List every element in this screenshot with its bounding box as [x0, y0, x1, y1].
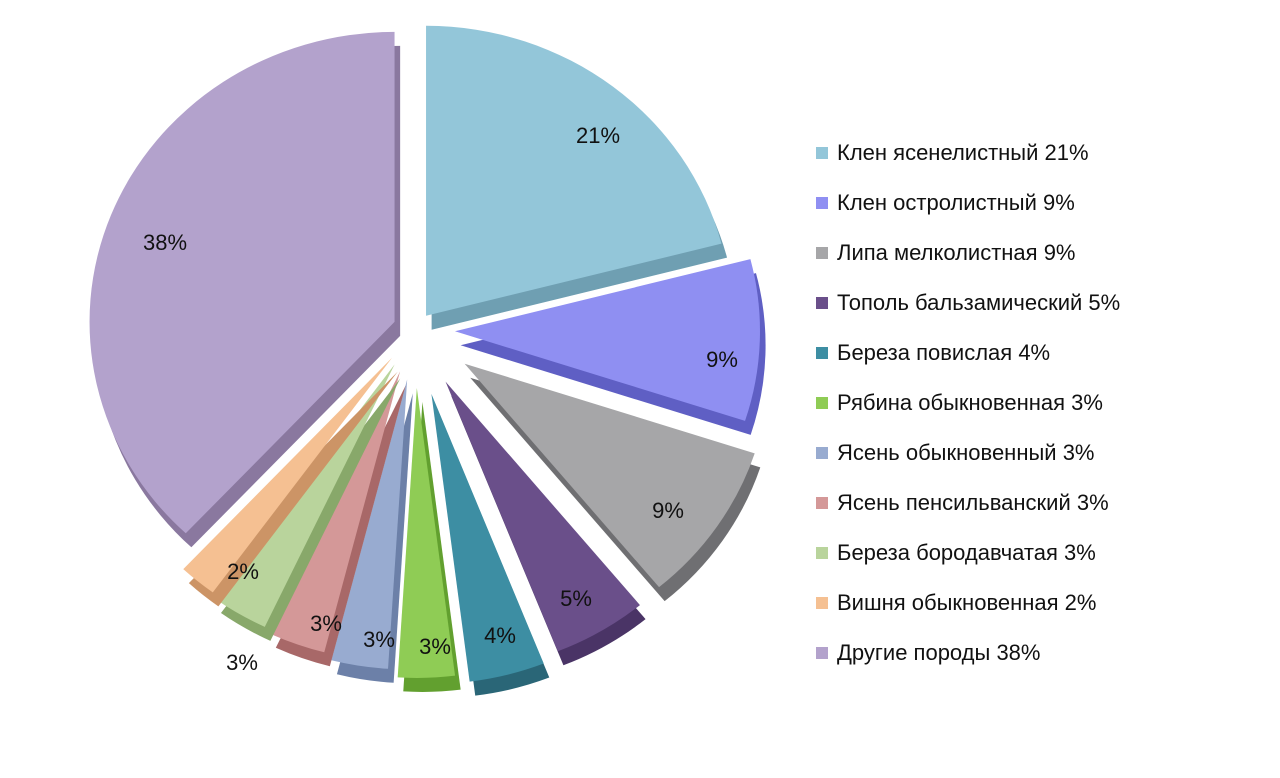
legend-swatch	[816, 447, 828, 459]
data-label-11: 38%	[143, 230, 187, 255]
chart-legend: Клен ясенелистный 21% Клен остролистный 9…	[816, 128, 1120, 678]
legend-label: Береза повислая 4%	[837, 340, 1051, 365]
slice-4	[445, 381, 646, 666]
legend-item-1: Клен ясенелистный 21%	[816, 128, 1120, 178]
legend-swatch	[816, 597, 828, 609]
legend-swatch	[816, 647, 828, 659]
legend-item-6: Рябина обыкновенная 3%	[816, 378, 1120, 428]
legend-label: Клен ясенелистный 21%	[837, 140, 1089, 165]
legend-item-5: Береза повислая 4%	[816, 328, 1120, 378]
legend-label: Береза бородавчатая 3%	[837, 540, 1096, 565]
slice-face-3	[464, 363, 755, 588]
legend-label: Вишня обыкновенная 2%	[837, 590, 1097, 615]
slice-face-6	[397, 387, 456, 678]
legend-item-4: Тополь бальзамический 5%	[816, 278, 1120, 328]
legend-item-8: Ясень пенсильванский 3%	[816, 478, 1120, 528]
data-label-10: 2%	[227, 559, 259, 584]
legend-swatch	[816, 497, 828, 509]
legend-item-7: Ясень обыкновенный 3%	[816, 428, 1120, 478]
slice-1	[426, 25, 728, 330]
legend-label: Рябина обыкновенная 3%	[837, 390, 1103, 415]
legend-swatch	[816, 197, 828, 209]
legend-swatch	[816, 147, 828, 159]
data-label-4: 5%	[560, 586, 592, 611]
slice-11	[89, 31, 401, 548]
slice-face-11	[89, 31, 395, 534]
slice-7	[331, 379, 413, 683]
slice-face-5	[431, 393, 544, 682]
legend-swatch	[816, 297, 828, 309]
data-label-5: 4%	[484, 623, 516, 648]
slice-face-10	[183, 357, 393, 593]
legend-item-10: Вишня обыкновенная 2%	[816, 578, 1120, 628]
slice-face-1	[426, 25, 722, 316]
data-label-9: 3%	[226, 650, 258, 675]
legend-label: Другие породы 38%	[837, 640, 1041, 665]
data-label-8: 3%	[310, 611, 342, 636]
legend-item-2: Клен остролистный 9%	[816, 178, 1120, 228]
legend-swatch	[816, 547, 828, 559]
legend-swatch	[816, 247, 828, 259]
legend-swatch	[816, 347, 828, 359]
slice-face-2	[454, 259, 760, 421]
legend-item-3: Липа мелколистная 9%	[816, 228, 1120, 278]
legend-label: Тополь бальзамический 5%	[837, 290, 1121, 315]
data-label-1: 21%	[576, 123, 620, 148]
legend-label: Ясень пенсильванский 3%	[837, 490, 1109, 515]
slice-5	[431, 393, 550, 696]
legend-item-9: Береза бородавчатая 3%	[816, 528, 1120, 578]
legend-label: Ясень обыкновенный 3%	[837, 440, 1095, 465]
slice-10	[183, 357, 398, 607]
legend-label: Липа мелколистная 9%	[837, 240, 1076, 265]
slice-6	[397, 387, 461, 692]
legend-item-11: Другие породы 38%	[816, 628, 1120, 678]
slice-face-7	[331, 379, 408, 669]
legend-swatch	[816, 397, 828, 409]
data-label-3: 9%	[652, 498, 684, 523]
data-label-2: 9%	[706, 347, 738, 372]
data-label-6: 3%	[419, 634, 451, 659]
legend-label: Клен остролистный 9%	[837, 190, 1075, 215]
slice-face-4	[445, 381, 640, 652]
slice-2	[454, 259, 766, 435]
pie-chart: 21% 9% 9% 5% 4% 3% 3% 3% 3% 2% 38%	[89, 25, 766, 696]
data-label-7: 3%	[363, 627, 395, 652]
slice-3	[464, 363, 761, 602]
